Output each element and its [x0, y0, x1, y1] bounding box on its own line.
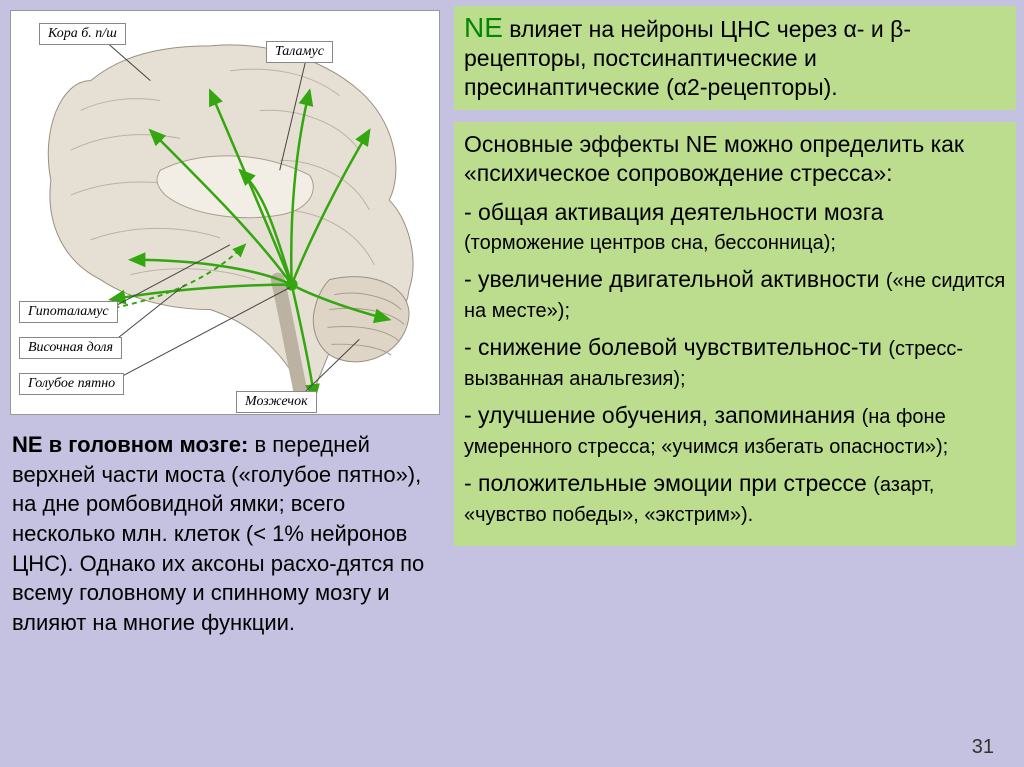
left-body: в передней верхней части моста («голубое…	[12, 432, 424, 635]
effect-main: - увеличение двигательной активности	[464, 266, 886, 292]
left-text-block: NE в головном мозге: в передней верхней …	[12, 430, 442, 638]
brain-diagram: Кора б. п/ш Таламус Гипоталамус Височная…	[10, 10, 440, 415]
label-locus: Голубое пятно	[19, 373, 124, 395]
effect-main: - положительные эмоции при стрессе	[464, 470, 873, 496]
label-cortex: Кора б. п/ш	[39, 23, 126, 45]
label-temporal: Височная доля	[19, 337, 122, 359]
effect-item-3: - улучшение обучения, запоминания (на фо…	[464, 401, 1006, 461]
effect-item-2: - снижение болевой чувствительнос-ти (ст…	[464, 333, 1006, 393]
effect-item-4: - положительные эмоции при стрессе (азар…	[464, 469, 1006, 529]
right-main-box: Основные эффекты NE можно определить как…	[454, 122, 1016, 546]
page-number: 31	[972, 736, 994, 759]
effect-main: - улучшение обучения, запоминания	[464, 402, 862, 428]
right-top-box: NE влияет на нейроны ЦНС через α- и β-ре…	[454, 6, 1016, 110]
label-thalamus: Таламус	[266, 41, 333, 63]
effect-item-1: - увеличение двигательной активности («н…	[464, 265, 1006, 325]
right-top-text: влияет на нейроны ЦНС через α- и β-рецеп…	[464, 16, 911, 100]
effect-item-0: - общая активация деятельности мозга (то…	[464, 198, 1006, 258]
label-cerebellum: Мозжечок	[236, 391, 317, 413]
label-hypothalamus: Гипоталамус	[19, 301, 118, 323]
effect-main: - общая активация деятельности мозга	[464, 199, 883, 225]
right-intro: Основные эффекты NE можно определить как…	[464, 130, 1006, 188]
left-title: NE в головном мозге:	[12, 432, 248, 457]
effect-main: - снижение болевой чувствительнос-ти	[464, 334, 888, 360]
ne-symbol: NE	[464, 12, 503, 43]
effect-paren: (торможение центров сна, бессонница);	[464, 232, 836, 254]
